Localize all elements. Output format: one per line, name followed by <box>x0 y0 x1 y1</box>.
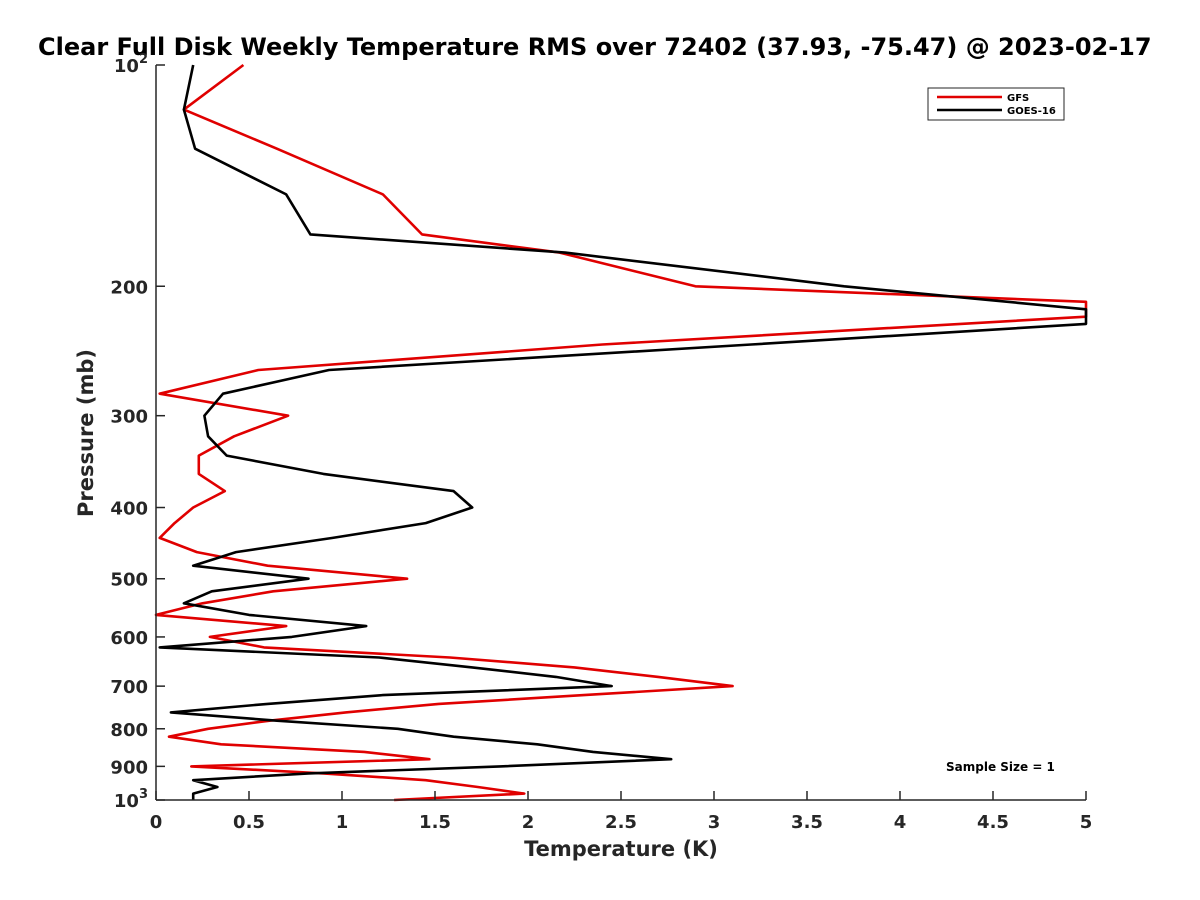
sample-size-annotation: Sample Size = 1 <box>946 760 1055 774</box>
y-tick-label: 102 <box>114 52 148 77</box>
y-tick-label: 900 <box>110 757 148 778</box>
x-tick-label: 4 <box>894 812 907 833</box>
x-axis-ticks: 0 0.5 1 1.5 2 2.5 3 3.5 4 4.5 5 <box>150 791 1093 833</box>
plot-area <box>154 63 1088 802</box>
series-line-gfs <box>154 63 1088 802</box>
series-line-goes16 <box>158 64 1088 800</box>
y-tick-label: 500 <box>110 570 148 591</box>
y-tick-label: 700 <box>110 677 148 698</box>
chart-title: Clear Full Disk Weekly Temperature RMS o… <box>38 33 1152 61</box>
legend-label-gfs: GFS <box>1007 93 1029 104</box>
x-tick-label: 4.5 <box>977 812 1009 833</box>
legend-label-goes16: GOES-16 <box>1007 106 1056 117</box>
y-tick-label: 400 <box>110 499 148 520</box>
y-tick-label: 300 <box>110 407 148 428</box>
x-tick-label: 3 <box>708 812 721 833</box>
x-tick-label: 1 <box>336 812 349 833</box>
y-tick-label: 103 <box>114 787 148 812</box>
y-axis-label: Pressure (mb) <box>74 349 98 517</box>
y-tick-label: 800 <box>110 720 148 741</box>
x-tick-label: 0.5 <box>233 812 265 833</box>
y-tick-label: 200 <box>110 277 148 298</box>
x-tick-label: 0 <box>150 812 163 833</box>
x-axis-label: Temperature (K) <box>524 837 718 861</box>
x-tick-label: 5 <box>1080 812 1093 833</box>
x-tick-label: 1.5 <box>419 812 451 833</box>
y-axis-ticks: 102 200 300 400 500 600 700 800 900 103 <box>110 52 165 812</box>
x-tick-label: 2.5 <box>605 812 637 833</box>
x-tick-label: 2 <box>522 812 535 833</box>
y-tick-label: 600 <box>110 628 148 649</box>
x-tick-label: 3.5 <box>791 812 823 833</box>
legend: GFS GOES-16 <box>927 87 1065 121</box>
legend-box <box>927 87 1065 121</box>
